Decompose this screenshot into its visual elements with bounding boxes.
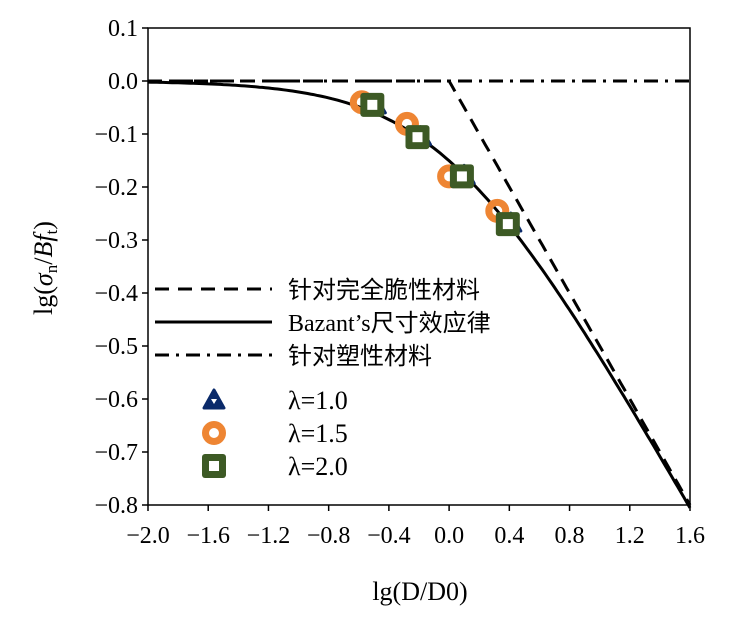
line-dashed: [148, 79, 692, 506]
x-tick-label: 1.2: [615, 523, 645, 549]
y-tick-label: −0.4: [94, 281, 138, 307]
legend-label: 针对完全脆性材料: [288, 277, 480, 304]
plot-frame: [147, 27, 691, 506]
x-tick-label: −0.8: [307, 523, 351, 549]
data-point-square-inner: [502, 219, 513, 230]
y-tick-label: −0.1: [94, 122, 138, 148]
legend-marker-circle: [202, 421, 226, 445]
x-axis-label: lg(D/D0): [372, 577, 467, 606]
x-tick-label: 0.4: [494, 523, 524, 549]
y-tick-label: −0.5: [94, 334, 138, 360]
y-tick-label: −0.2: [94, 175, 138, 201]
y-tick-label: 0.1: [108, 16, 138, 42]
x-tick-label: 0.0: [434, 523, 464, 549]
y-tick-label: 0.0: [108, 69, 138, 95]
legend-marker-triangle-inner: [211, 399, 217, 404]
y-tick-label: −0.3: [94, 228, 138, 254]
legend-label: Bazant’s尺寸效应律: [288, 310, 491, 337]
x-tick-label: 1.6: [675, 523, 705, 549]
y-axis-label: lg(σn/Bft): [29, 221, 61, 315]
legend-marker-square-inner: [209, 461, 219, 471]
x-tick-label: −2.0: [126, 523, 170, 549]
data-point-square-inner: [367, 99, 378, 110]
x-tick-label: −1.6: [186, 523, 230, 549]
legend-label: λ=1.5: [288, 419, 348, 448]
legend-label: λ=1.0: [288, 386, 348, 415]
y-tick-label: −0.7: [94, 440, 138, 466]
data-point-square-inner: [456, 171, 467, 182]
x-tick-label: −0.4: [367, 523, 411, 549]
x-tick-label: −1.2: [247, 523, 291, 549]
data-point-square-inner: [412, 132, 423, 143]
legend-label: λ=2.0: [288, 452, 348, 481]
legend-label: 针对塑性材料: [288, 343, 432, 370]
x-tick-label: 0.8: [555, 523, 585, 549]
y-tick-label: −0.6: [94, 387, 138, 413]
y-tick-label: −0.8: [94, 493, 138, 519]
